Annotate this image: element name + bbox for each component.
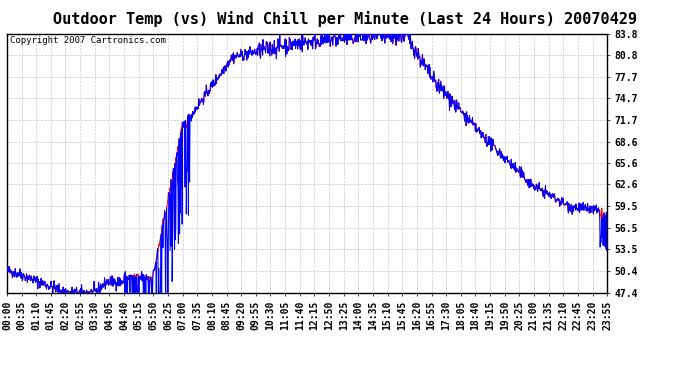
Text: Copyright 2007 Cartronics.com: Copyright 2007 Cartronics.com [10, 36, 166, 45]
Text: Outdoor Temp (vs) Wind Chill per Minute (Last 24 Hours) 20070429: Outdoor Temp (vs) Wind Chill per Minute … [53, 11, 637, 27]
